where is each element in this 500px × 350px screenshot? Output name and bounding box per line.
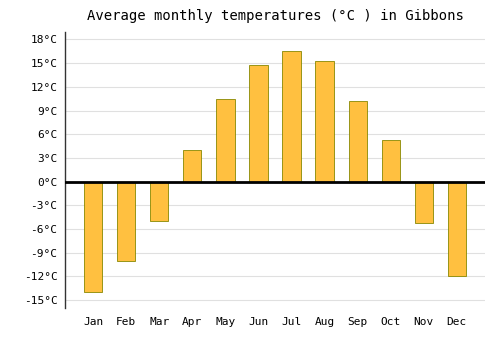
Bar [316,61,334,182]
Bar [184,150,202,182]
Bar [117,182,136,261]
Bar [382,140,400,182]
Title: Average monthly temperatures (°C ) in Gibbons: Average monthly temperatures (°C ) in Gi… [86,9,464,23]
Bar [282,51,300,182]
Bar [448,182,466,276]
Bar [150,182,169,221]
Bar [216,99,234,182]
Bar [250,65,268,182]
Bar [84,182,102,292]
Bar [414,182,433,223]
Bar [348,101,366,182]
